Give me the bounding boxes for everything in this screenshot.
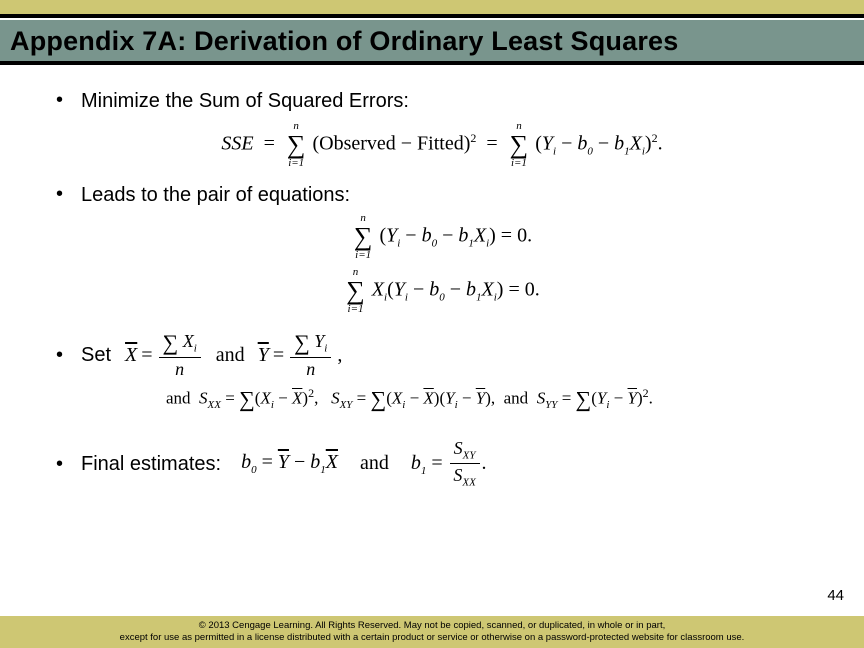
sse-equation: SSE = n ∑ i=1 (Observed − Fitted)2 = n ∑… [56,121,828,169]
normal-equations: n ∑ i=1 (Yi − b0 − b1Xi) = 0. n ∑ i=1 Xi… [56,213,828,315]
bullet-dot: • [56,89,63,111]
bullet-2: • Leads to the pair of equations: [56,183,828,207]
sum-symbol-3: n ∑ i=1 [354,213,373,261]
sum-lower-4: i=1 [348,304,364,315]
bullet-dot: • [56,453,63,475]
bullet-dot: • [56,344,63,366]
set-definitions-line1: X = ∑ Xin and Y = ∑ Yin, [125,331,342,380]
bullet-3: • Set X = ∑ Xin and Y = ∑ Yin, [56,331,828,380]
bullet-dot: • [56,183,63,205]
title-banner: Appendix 7A: Derivation of Ordinary Leas… [0,18,864,61]
copyright-text: © 2013 Cengage Learning. All Rights Rese… [120,620,745,644]
and-2: and [166,389,191,408]
and-4: and [360,452,389,475]
and-1: and [216,344,245,367]
sum-symbol-4: n ∑ i=1 [346,267,365,315]
footer-bar: © 2013 Cengage Learning. All Rights Rese… [0,616,864,648]
Syy: S [537,389,546,408]
bullet-1-text: Minimize the Sum of Squared Errors: [81,89,409,113]
var-b1: b [614,133,624,155]
gold-top-bar [0,0,864,14]
bullet-4-text: Final estimates: [81,452,221,476]
sum-lower-2: i=1 [511,158,527,169]
bullet-4: • Final estimates: b0 = Y − b1X and b1 =… [56,439,828,489]
sum-symbol-1: n ∑ i=1 [287,121,306,169]
observed-word: Observed [319,133,396,155]
slide-title: Appendix 7A: Derivation of Ordinary Leas… [10,26,854,57]
Sxy: S [331,389,340,408]
var-Y: Y [542,133,553,155]
footer-line-2: except for use as permitted in a license… [120,632,745,643]
footer-line-1: © 2013 Cengage Learning. All Rights Rese… [199,620,665,631]
sum-lower-3: i=1 [355,250,371,261]
fitted-word: Fitted [417,133,464,155]
page-number: 44 [827,587,844,604]
sse-symbol: SSE [221,133,253,155]
content-area: • Minimize the Sum of Squared Errors: SS… [0,65,864,489]
var-b0: b [577,133,587,155]
sum-lower: i=1 [288,158,304,169]
bullet-3-text: Set [81,343,111,367]
bullet-2-text: Leads to the pair of equations: [81,183,350,207]
final-estimates-equation: b0 = Y − b1X and b1 = SXY SXX . [241,439,486,489]
Sxx: S [199,389,208,408]
and-3: and [504,389,529,408]
var-X: X [630,133,642,155]
sum-symbol-2: n ∑ i=1 [510,121,529,169]
bullet-1: • Minimize the Sum of Squared Errors: [56,89,828,113]
set-definitions-line2: and SXX = ∑(Xi − X)2, SXY = ∑(Xi − X)(Yi… [166,386,828,413]
